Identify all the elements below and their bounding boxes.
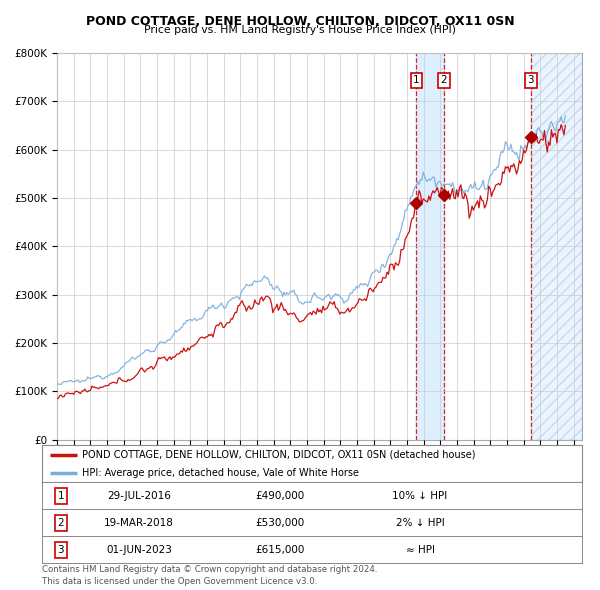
Text: 19-MAR-2018: 19-MAR-2018 (104, 518, 174, 527)
Text: POND COTTAGE, DENE HOLLOW, CHILTON, DIDCOT, OX11 0SN (detached house): POND COTTAGE, DENE HOLLOW, CHILTON, DIDC… (83, 450, 476, 460)
Text: 3: 3 (527, 75, 534, 85)
Text: 3: 3 (58, 545, 64, 555)
Text: ≈ HPI: ≈ HPI (406, 545, 434, 555)
Text: £490,000: £490,000 (255, 491, 304, 500)
Text: Contains HM Land Registry data © Crown copyright and database right 2024.: Contains HM Land Registry data © Crown c… (42, 565, 377, 574)
Text: 2: 2 (440, 75, 447, 85)
Text: 2% ↓ HPI: 2% ↓ HPI (395, 518, 445, 527)
Text: Price paid vs. HM Land Registry's House Price Index (HPI): Price paid vs. HM Land Registry's House … (144, 25, 456, 35)
Bar (416, 53, 444, 440)
Text: 01-JUN-2023: 01-JUN-2023 (106, 545, 172, 555)
Text: 2: 2 (58, 518, 64, 527)
Bar (530, 53, 582, 440)
Bar (530, 53, 582, 440)
Text: 1: 1 (58, 491, 64, 500)
Text: £530,000: £530,000 (255, 518, 304, 527)
Text: 1: 1 (413, 75, 420, 85)
Text: 10% ↓ HPI: 10% ↓ HPI (392, 491, 448, 500)
Text: This data is licensed under the Open Government Licence v3.0.: This data is licensed under the Open Gov… (42, 577, 317, 586)
Text: 29-JUL-2016: 29-JUL-2016 (107, 491, 171, 500)
Text: £615,000: £615,000 (255, 545, 304, 555)
Text: POND COTTAGE, DENE HOLLOW, CHILTON, DIDCOT, OX11 0SN: POND COTTAGE, DENE HOLLOW, CHILTON, DIDC… (86, 15, 514, 28)
Text: HPI: Average price, detached house, Vale of White Horse: HPI: Average price, detached house, Vale… (83, 468, 359, 478)
